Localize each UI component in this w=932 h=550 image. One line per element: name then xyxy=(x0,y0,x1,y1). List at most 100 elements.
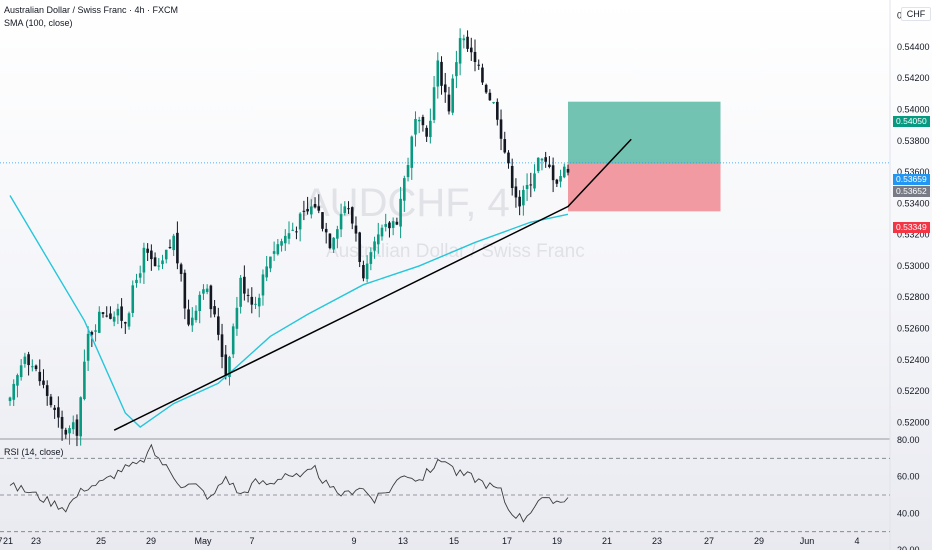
candle-body xyxy=(131,285,135,313)
candle-body xyxy=(525,184,529,189)
candle-body xyxy=(269,256,272,269)
price-tick-label: 0.53800 xyxy=(897,136,930,146)
candle-body xyxy=(168,247,172,249)
candle-body xyxy=(447,94,451,112)
time-tick-label: 23 xyxy=(31,536,41,546)
time-tick-label: 4 xyxy=(854,536,859,546)
candle-body xyxy=(384,224,388,227)
time-tick-label: 19 xyxy=(552,536,562,546)
candle-body xyxy=(213,306,216,315)
time-tick-label: 13 xyxy=(398,536,408,546)
time-tick-label: 15 xyxy=(449,536,459,546)
candle-body xyxy=(436,60,440,87)
candle-body xyxy=(548,164,551,167)
candle-body xyxy=(373,241,376,251)
candle-body xyxy=(243,276,246,294)
candle-body xyxy=(265,266,268,278)
candle-body xyxy=(298,213,302,230)
time-tick-label: 21 xyxy=(3,536,13,546)
price-tick-label: 0.53200 xyxy=(897,230,930,240)
candle-body xyxy=(172,235,175,251)
candle-body xyxy=(31,366,34,368)
candle-body xyxy=(105,315,109,317)
candle-body xyxy=(235,307,239,329)
candles xyxy=(8,28,570,447)
rsi-line xyxy=(9,443,569,523)
candle-body xyxy=(97,311,101,333)
price-axis[interactable]: 0.546000.544000.542000.540000.538000.536… xyxy=(897,11,930,550)
price-tick-label: 0.54200 xyxy=(897,73,930,83)
candle-body xyxy=(112,316,116,322)
candle-body xyxy=(466,36,469,49)
time-tick-label: 25 xyxy=(96,536,106,546)
candle-body xyxy=(94,330,97,332)
candle-body xyxy=(566,168,570,173)
candle-body xyxy=(358,232,361,262)
candle-body xyxy=(399,198,402,227)
target-zone xyxy=(568,101,721,164)
candle-body xyxy=(116,308,120,316)
currency-badge[interactable]: CHF xyxy=(901,7,931,21)
candle-body xyxy=(395,221,399,225)
candle-body xyxy=(246,294,250,296)
time-tick-label: 7 xyxy=(249,536,254,546)
stop-price-tag: 0.53349 xyxy=(893,222,930,233)
candle-body xyxy=(499,119,503,139)
rsi-legend[interactable]: RSI (14, close) xyxy=(4,447,64,457)
candle-body xyxy=(187,309,190,325)
time-tick-label: 29 xyxy=(754,536,764,546)
candle-body xyxy=(183,272,187,309)
symbol-legend[interactable]: Australian Dollar / Swiss Franc · 4h · F… xyxy=(4,5,179,15)
price-tick-label: 0.52000 xyxy=(897,417,930,427)
price-tick-label: 0.54000 xyxy=(897,105,930,115)
candle-body xyxy=(295,231,298,233)
candle-body xyxy=(79,397,82,437)
candle-body xyxy=(60,416,64,429)
candle-body xyxy=(406,165,410,178)
rsi-pane xyxy=(0,443,890,533)
candle-body xyxy=(469,47,473,53)
candle-body xyxy=(462,38,466,41)
candle-body xyxy=(350,207,354,224)
candle-body xyxy=(45,385,49,396)
candle-body xyxy=(257,297,261,307)
candle-body xyxy=(276,244,280,255)
candle-body xyxy=(477,64,481,66)
candle-body xyxy=(42,380,45,385)
candle-body xyxy=(481,67,484,83)
stop-zone xyxy=(568,163,721,212)
candle-body xyxy=(507,152,510,164)
candle-body xyxy=(224,354,228,375)
candle-body xyxy=(179,264,183,274)
candle-body xyxy=(101,312,105,314)
time-tick-label: 29 xyxy=(146,536,156,546)
candle-body xyxy=(228,356,231,378)
current-price-tag: 0.53659 xyxy=(893,174,930,185)
candle-body xyxy=(57,407,60,418)
time-axis[interactable]: 721232529May791315171921232729Jun4 xyxy=(0,536,860,546)
position-zones[interactable] xyxy=(0,101,890,212)
sma-legend[interactable]: SMA (100, close) xyxy=(4,18,73,28)
candle-body xyxy=(205,288,209,293)
time-tick-label: 23 xyxy=(652,536,662,546)
rsi-tick-label: 80.00 xyxy=(897,435,920,445)
candle-body xyxy=(403,178,406,201)
candle-body xyxy=(283,235,287,244)
trendline xyxy=(113,138,632,431)
overlays xyxy=(9,138,632,431)
price-tick-label: 0.53400 xyxy=(897,198,930,208)
candle-body xyxy=(306,209,309,212)
candle-body xyxy=(34,365,38,370)
candle-body xyxy=(135,279,138,284)
candle-body xyxy=(217,316,220,335)
candle-body xyxy=(239,277,242,307)
candle-body xyxy=(176,232,179,264)
candle-body xyxy=(455,62,458,77)
candle-body xyxy=(336,229,339,239)
candle-body xyxy=(124,322,127,324)
candle-body xyxy=(16,375,19,386)
candle-body xyxy=(231,326,235,355)
candle-body xyxy=(369,252,373,264)
candle-body xyxy=(540,158,544,161)
